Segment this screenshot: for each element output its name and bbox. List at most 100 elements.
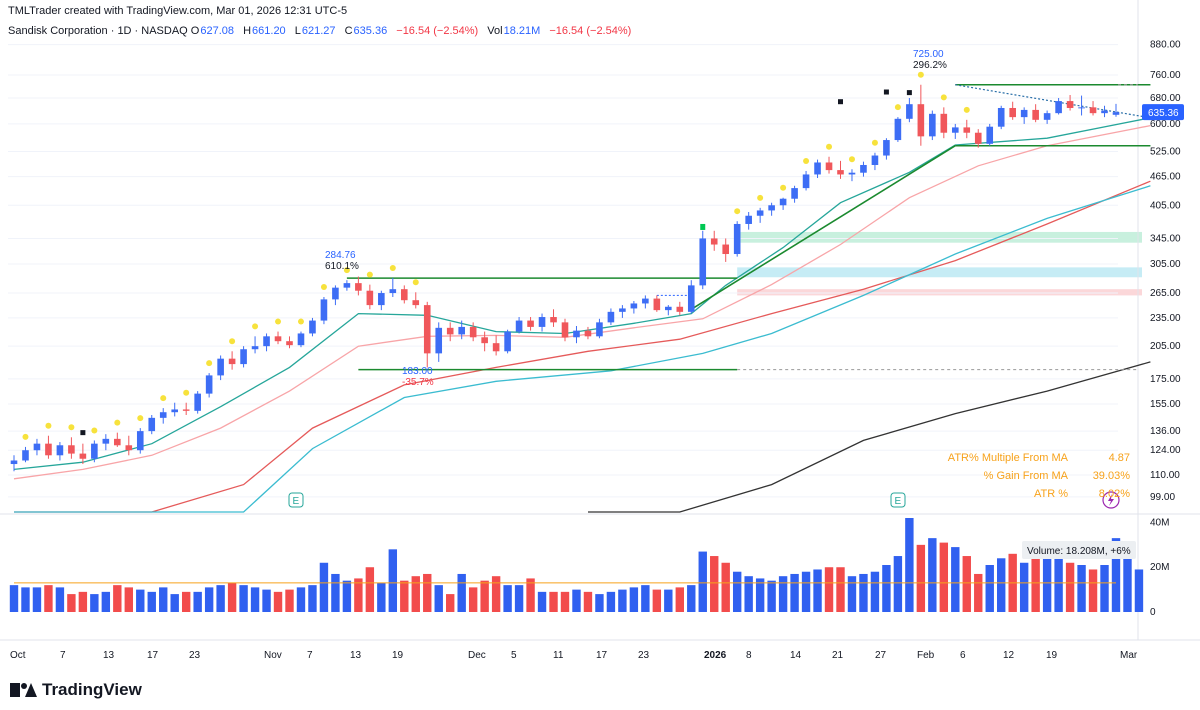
- candle-body: [263, 336, 270, 347]
- volume-bar: [836, 567, 845, 612]
- volume-tick-label: 0: [1150, 607, 1156, 618]
- chart-header: TMLTrader created with TradingView.com, …: [0, 0, 1200, 44]
- candle-body: [481, 337, 488, 344]
- candle-body: [136, 431, 144, 451]
- dotted-trend: [955, 84, 1151, 119]
- candle-body: [332, 287, 339, 300]
- candle-body: [596, 322, 603, 337]
- time-tick-label: 13: [350, 650, 362, 661]
- candle-body: [1032, 109, 1039, 120]
- volume-bar: [710, 556, 719, 612]
- candle-body: [676, 306, 684, 312]
- candle-body: [997, 107, 1005, 127]
- candle-body: [871, 155, 879, 165]
- candle-body: [194, 393, 201, 411]
- volume-bar: [491, 576, 501, 612]
- volume-bar: [1042, 551, 1052, 612]
- open-label: O: [190, 25, 200, 37]
- candle-body: [171, 409, 179, 413]
- symbol-label[interactable]: Sandisk Corporation · 1D · NASDAQ: [8, 25, 188, 37]
- volume-bar: [262, 589, 271, 612]
- volume-bar: [113, 585, 122, 612]
- volume-bar: [514, 585, 524, 612]
- volume-bar: [1088, 569, 1098, 612]
- volume-bar: [44, 585, 53, 612]
- candle-body: [550, 317, 557, 323]
- price-tick-label: 175.00: [1150, 374, 1181, 385]
- volume-bar: [331, 573, 340, 612]
- volume-bar: [652, 589, 662, 612]
- volume-bar: [698, 551, 707, 612]
- volume-bar: [537, 591, 547, 612]
- volume-bar: [273, 591, 283, 612]
- volume-change: −16.54 (−2.54%): [549, 25, 632, 37]
- price-tick-label: 600.00: [1150, 119, 1181, 130]
- volume-bar: [216, 585, 225, 612]
- high-pct-label: 610.1%: [325, 261, 359, 272]
- price-axis: 880.00 760.00 680.00 600.00 525.00 465.00 405.…: [1142, 40, 1184, 503]
- time-tick-label: 23: [189, 650, 201, 661]
- volume-bar: [457, 573, 466, 612]
- volume-bar: [9, 585, 19, 612]
- price-tick-label: 136.00: [1150, 426, 1181, 437]
- signal-marker: [906, 90, 912, 96]
- trail-dot: [320, 283, 327, 290]
- low-value: 621.27: [301, 25, 336, 37]
- candle-body: [883, 140, 890, 156]
- volume-bar: [870, 571, 880, 612]
- candle-body: [45, 443, 52, 456]
- change-value: −16.54 (−2.54%): [396, 25, 479, 37]
- candle-body: [974, 132, 982, 144]
- peak-pct-label: 296.2%: [913, 60, 947, 71]
- candle-body: [710, 238, 718, 245]
- atr-row-value: 39.03%: [1093, 470, 1131, 482]
- volume-bar: [296, 587, 306, 612]
- volume-bar: [618, 589, 627, 612]
- trail-dot: [389, 264, 396, 271]
- candle-body: [584, 330, 592, 337]
- candle-body: [687, 285, 695, 312]
- volume-bar: [767, 580, 776, 612]
- price-zone: [737, 289, 1142, 296]
- volume-bar: [595, 594, 604, 612]
- candle-body: [814, 162, 821, 175]
- candle-body: [573, 330, 580, 338]
- volume-bar: [675, 587, 684, 612]
- candle-body: [733, 223, 741, 255]
- candle-body: [320, 299, 328, 321]
- time-tick-label: 12: [1003, 650, 1015, 661]
- trail-dot: [940, 94, 947, 101]
- candle-body: [802, 174, 810, 189]
- trail-dot: [275, 318, 282, 325]
- time-tick-label: 19: [392, 650, 404, 661]
- candle-body: [102, 438, 110, 444]
- price-tick-label: 235.00: [1150, 313, 1181, 324]
- trail-dot: [803, 157, 810, 164]
- candle-body: [22, 450, 29, 461]
- trail-dot: [780, 184, 787, 191]
- earnings-icon: [890, 492, 906, 508]
- high-price-label: 284.76: [325, 250, 356, 261]
- candle-body: [446, 327, 454, 335]
- candle-body: [1066, 101, 1074, 108]
- candle-body: [860, 164, 867, 173]
- volume-bar: [916, 544, 926, 612]
- candle-body: [125, 445, 133, 451]
- signal-marker: [700, 223, 706, 230]
- volume-bar: [250, 587, 260, 612]
- candle-body: [699, 238, 707, 286]
- candle-body: [906, 104, 913, 119]
- candle-body: [1101, 110, 1108, 114]
- tradingview-logo[interactable]: TradingView: [10, 680, 142, 700]
- candle-body: [217, 358, 224, 376]
- price-tick-label: 880.00: [1150, 40, 1181, 51]
- time-tick-label: 14: [790, 650, 802, 661]
- price-tick-label: 265.00: [1150, 288, 1181, 299]
- time-axis: Oct 7 13 17 23 Nov 7 13 19 Dec 5 11 17 23 2026 8 14 21 27 F…: [10, 650, 1138, 661]
- trail-dot: [91, 427, 98, 434]
- volume-bar: [136, 589, 145, 612]
- ohlc-legend[interactable]: Sandisk Corporation · 1D · NASDAQ O627.0…: [8, 25, 637, 37]
- price-zone: [737, 231, 1142, 243]
- candle-body: [400, 289, 408, 301]
